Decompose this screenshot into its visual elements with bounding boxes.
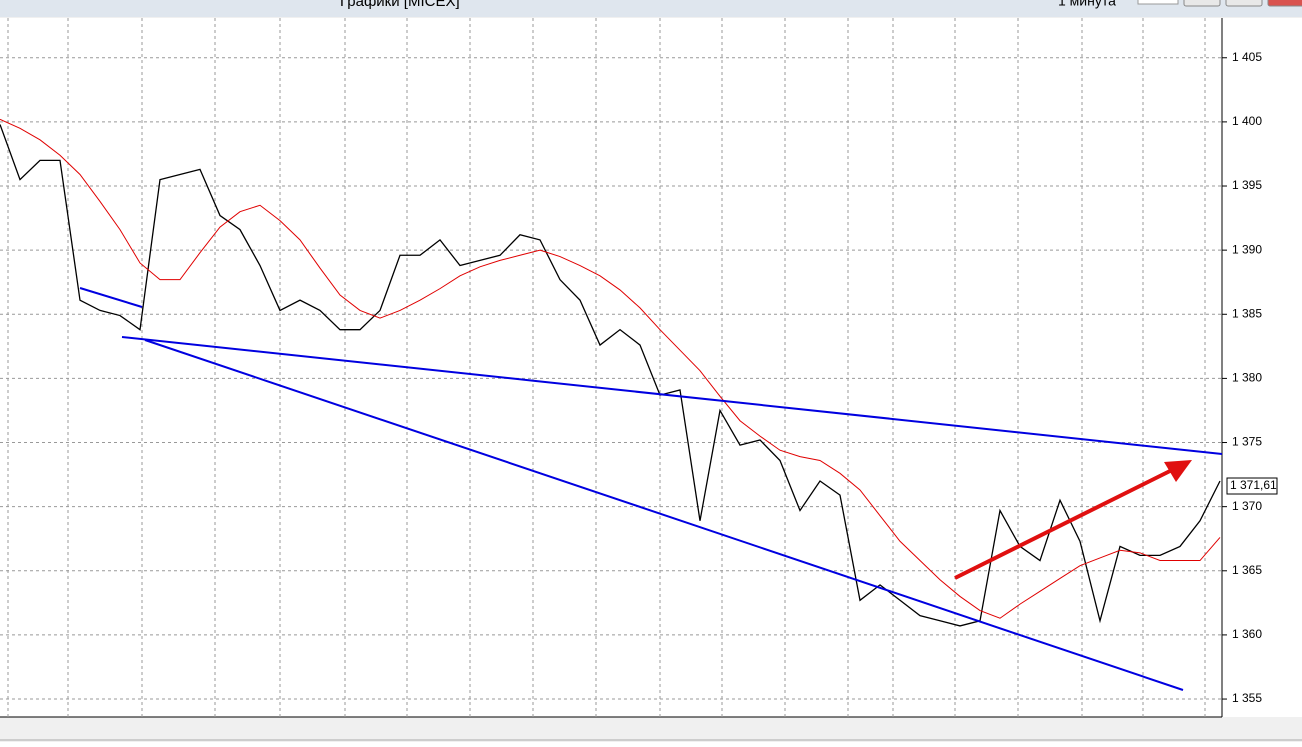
trend-line (79, 287, 143, 308)
arrow-shaft (954, 468, 1173, 580)
vertical-grid (7, 18, 1206, 717)
arrow-head (1164, 460, 1192, 482)
trend-line (121, 336, 1223, 455)
timeframe-box[interactable] (1137, 0, 1179, 5)
y-tick-label: 1 375 (1232, 435, 1262, 449)
y-tick-label: 1 395 (1232, 178, 1262, 192)
plot-bg (0, 18, 1302, 717)
title-bar (0, 0, 1302, 17)
y-tick-label: 1 360 (1232, 627, 1262, 641)
y-tick-label: 1 355 (1232, 691, 1262, 705)
y-tick-label: 1 390 (1232, 242, 1262, 256)
y-tick-label: 1 385 (1232, 306, 1262, 320)
last-price-box (1226, 477, 1278, 495)
plot-layer: 1 355 1 360 1 365 1 370 1 375 1 380 1 385 1 390… (0, 50, 1278, 705)
y-tick-label: 1 400 (1232, 114, 1262, 128)
price-line (0, 124, 1221, 627)
trend-line (144, 339, 1184, 691)
minimize-button[interactable] (1183, 0, 1221, 7)
y-tick-label: 1 365 (1232, 563, 1262, 577)
timeframe[interactable]: 1 минута (1058, 0, 1116, 9)
y-tick-label: 1 405 (1232, 50, 1262, 64)
y-tick-label: 1 380 (1232, 371, 1262, 385)
y-tick-label: 1 370 (1232, 499, 1262, 513)
close-button[interactable] (1267, 0, 1302, 7)
price-line (0, 118, 1221, 619)
maximize-button[interactable] (1225, 0, 1263, 7)
window-title: Графики [MICEX] (340, 0, 460, 10)
last-price-label: 1 371,61 (1230, 478, 1277, 492)
